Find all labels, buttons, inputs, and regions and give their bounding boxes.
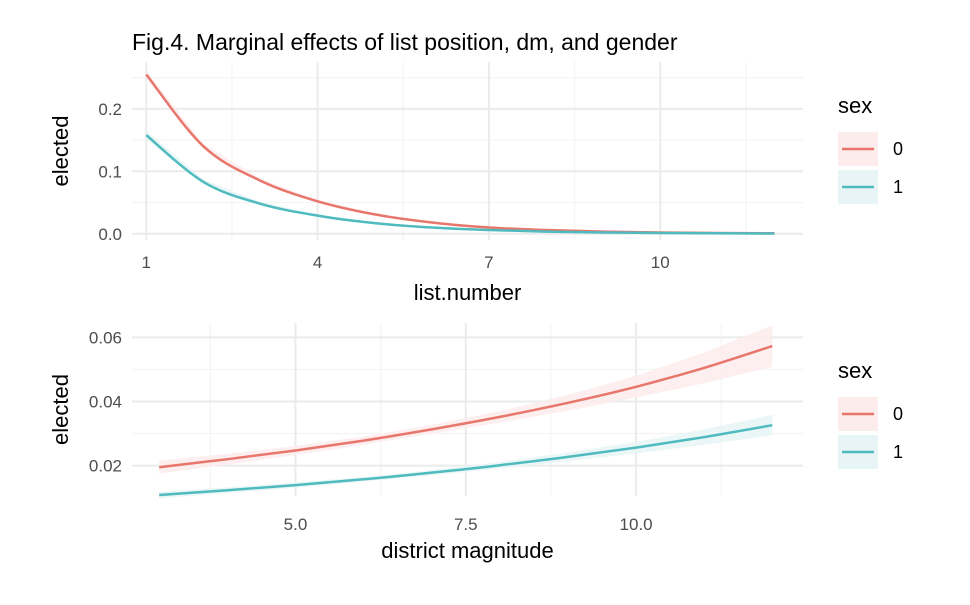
panel-1: 1 4 7 10 0.0 0.1 0.2 list.number elected sex 0 1 [48, 62, 903, 305]
x-tick-label: 10.0 [620, 515, 653, 534]
legend-label-sex-1: 1 [893, 442, 903, 462]
y-tick-label: 0.06 [89, 328, 122, 347]
x-axis-label: district magnitude [381, 538, 553, 563]
legend-label-sex-0: 0 [893, 139, 903, 159]
y-axis-label: elected [48, 374, 73, 445]
y-tick-label: 0.1 [98, 162, 122, 181]
x-tick-label: 1 [142, 253, 151, 272]
legend-title: sex [838, 93, 872, 118]
x-tick-label: 4 [313, 253, 322, 272]
y-tick-label: 0.02 [89, 457, 122, 476]
series-line-sex-0 [145, 73, 775, 235]
confidence-ribbon-sex-0 [146, 70, 775, 234]
legend-label-sex-0: 0 [893, 404, 903, 424]
y-axis-label: elected [48, 116, 73, 187]
panel-2: 5.0 7.5 10.0 0.02 0.04 0.06 district magnitude… [48, 323, 903, 563]
x-tick-label: 10 [651, 253, 670, 272]
x-tick-label: 7.5 [454, 515, 478, 534]
confidence-ribbon-sex-1 [146, 130, 775, 234]
series-line-sex-1 [159, 423, 773, 497]
series-line-sex-0 [159, 344, 773, 469]
x-tick-label: 7 [484, 253, 493, 272]
x-axis-label: list.number [414, 280, 522, 305]
legend: sex 0 1 [838, 93, 903, 204]
x-tick-label: 5.0 [284, 515, 308, 534]
legend: sex 0 1 [838, 358, 903, 469]
legend-title: sex [838, 358, 872, 383]
series-line-sex-1 [145, 134, 775, 235]
legend-label-sex-1: 1 [893, 177, 903, 197]
y-tick-label: 0.2 [98, 100, 122, 119]
y-tick-label: 0.0 [98, 225, 122, 244]
y-tick-label: 0.04 [89, 392, 122, 411]
chart-title: Fig.4. Marginal effects of list position… [132, 29, 678, 55]
